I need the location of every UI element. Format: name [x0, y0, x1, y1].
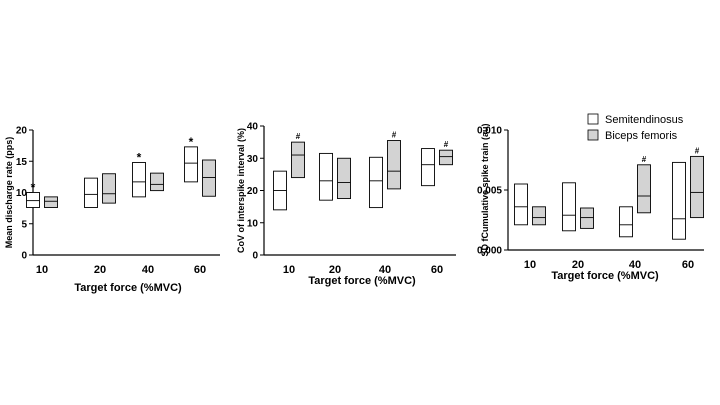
- x-tick-label: 60: [431, 264, 443, 276]
- legend: Semitendinosus Biceps femoris: [587, 113, 684, 142]
- box-biceps-femoris-60: [439, 149, 453, 166]
- box-semitendinosus-20: [84, 177, 98, 208]
- box-semitendinosus-40: [619, 206, 633, 238]
- chart-panel-1: 0 5 10 15 20 10 20 40 60 Target force (%MVC) Mean …: [4, 126, 220, 294]
- box-semitendinosus-40: [369, 156, 383, 209]
- y-tick-label: 10: [247, 218, 259, 229]
- y-tick-label: 5: [21, 219, 27, 230]
- x-tick-label: 10: [283, 264, 295, 276]
- x-tick-label: 10: [524, 259, 536, 271]
- box-semitendinosus-20: [319, 152, 333, 201]
- box-biceps-femoris-20: [102, 173, 116, 204]
- box-biceps-femoris-60: [690, 155, 704, 219]
- box-semitendinosus-60: [672, 161, 686, 240]
- box-biceps-femoris-10: [44, 196, 58, 208]
- significance-marker: *: [31, 181, 36, 195]
- y-tick-label: 15: [16, 157, 28, 168]
- x-axis-title: Target force (%MVC): [551, 270, 659, 282]
- y-tick-label: 30: [247, 154, 259, 165]
- x-axis-title: Target force (%MVC): [74, 282, 182, 294]
- box-biceps-femoris-40: [150, 172, 164, 192]
- chart-panel-2: 0 10 20 30 40 10 20 40 60 Target force (%MVC) CoV …: [236, 122, 456, 287]
- significance-marker: #: [296, 132, 301, 141]
- x-tick-label: 40: [629, 259, 641, 271]
- x-tick-label: 20: [572, 259, 584, 271]
- legend-swatch-semitendinosus: [587, 113, 599, 125]
- x-tick-label: 60: [194, 264, 206, 276]
- legend-label-semitendinosus: Semitendinosus: [605, 114, 684, 126]
- box-biceps-femoris-40: [387, 140, 401, 190]
- y-tick-label: 10: [16, 188, 28, 199]
- box-semitendinosus-10: [26, 192, 40, 208]
- x-tick-label: 20: [94, 264, 106, 276]
- significance-marker: #: [695, 146, 700, 155]
- box-biceps-femoris-10: [532, 206, 546, 226]
- x-tick-label: 20: [329, 264, 341, 276]
- box-semitendinosus-60: [421, 148, 435, 187]
- x-axis-title: Target force (%MVC): [308, 275, 416, 287]
- y-axis-title: Mean discharge rate (pps): [4, 137, 14, 249]
- box-semitendinosus-40: [132, 162, 146, 198]
- box-biceps-femoris-10: [291, 141, 305, 179]
- y-tick-label: 20: [247, 186, 259, 197]
- box-biceps-femoris-20: [337, 157, 351, 200]
- significance-marker: *: [189, 135, 194, 149]
- y-tick-label: 20: [16, 126, 28, 137]
- chart-panel-3: 0.000 0.005 0.010 10 20 40 60 Target force (%MV…: [477, 123, 704, 282]
- significance-marker: *: [137, 151, 142, 165]
- legend-swatch-biceps-femoris: [587, 129, 599, 141]
- y-tick-label: 0: [21, 251, 27, 262]
- x-tick-label: 40: [142, 264, 154, 276]
- x-tick-label: 40: [379, 264, 391, 276]
- box-semitendinosus-20: [562, 182, 576, 232]
- significance-marker: #: [444, 140, 449, 149]
- box-biceps-femoris-20: [580, 207, 594, 229]
- y-axis-title: SD fCumulative spike train (au): [480, 123, 490, 256]
- y-tick-label: 0.005: [477, 186, 502, 197]
- significance-marker: #: [392, 131, 397, 140]
- legend-label-biceps-femoris: Biceps femoris: [605, 130, 678, 142]
- x-tick-label: 10: [36, 264, 48, 276]
- x-tick-label: 60: [682, 259, 694, 271]
- box-biceps-femoris-40: [637, 164, 651, 214]
- y-tick-label: 0.010: [477, 126, 502, 137]
- box-semitendinosus-10: [514, 183, 528, 226]
- box-biceps-femoris-60: [202, 159, 216, 197]
- y-tick-label: 0.000: [477, 246, 502, 257]
- y-axis-title: CoV of interspike interval (%): [236, 128, 246, 253]
- y-tick-label: 40: [247, 122, 259, 133]
- significance-marker: #: [642, 155, 647, 164]
- box-semitendinosus-60: [184, 146, 198, 183]
- y-tick-label: 0: [252, 251, 258, 262]
